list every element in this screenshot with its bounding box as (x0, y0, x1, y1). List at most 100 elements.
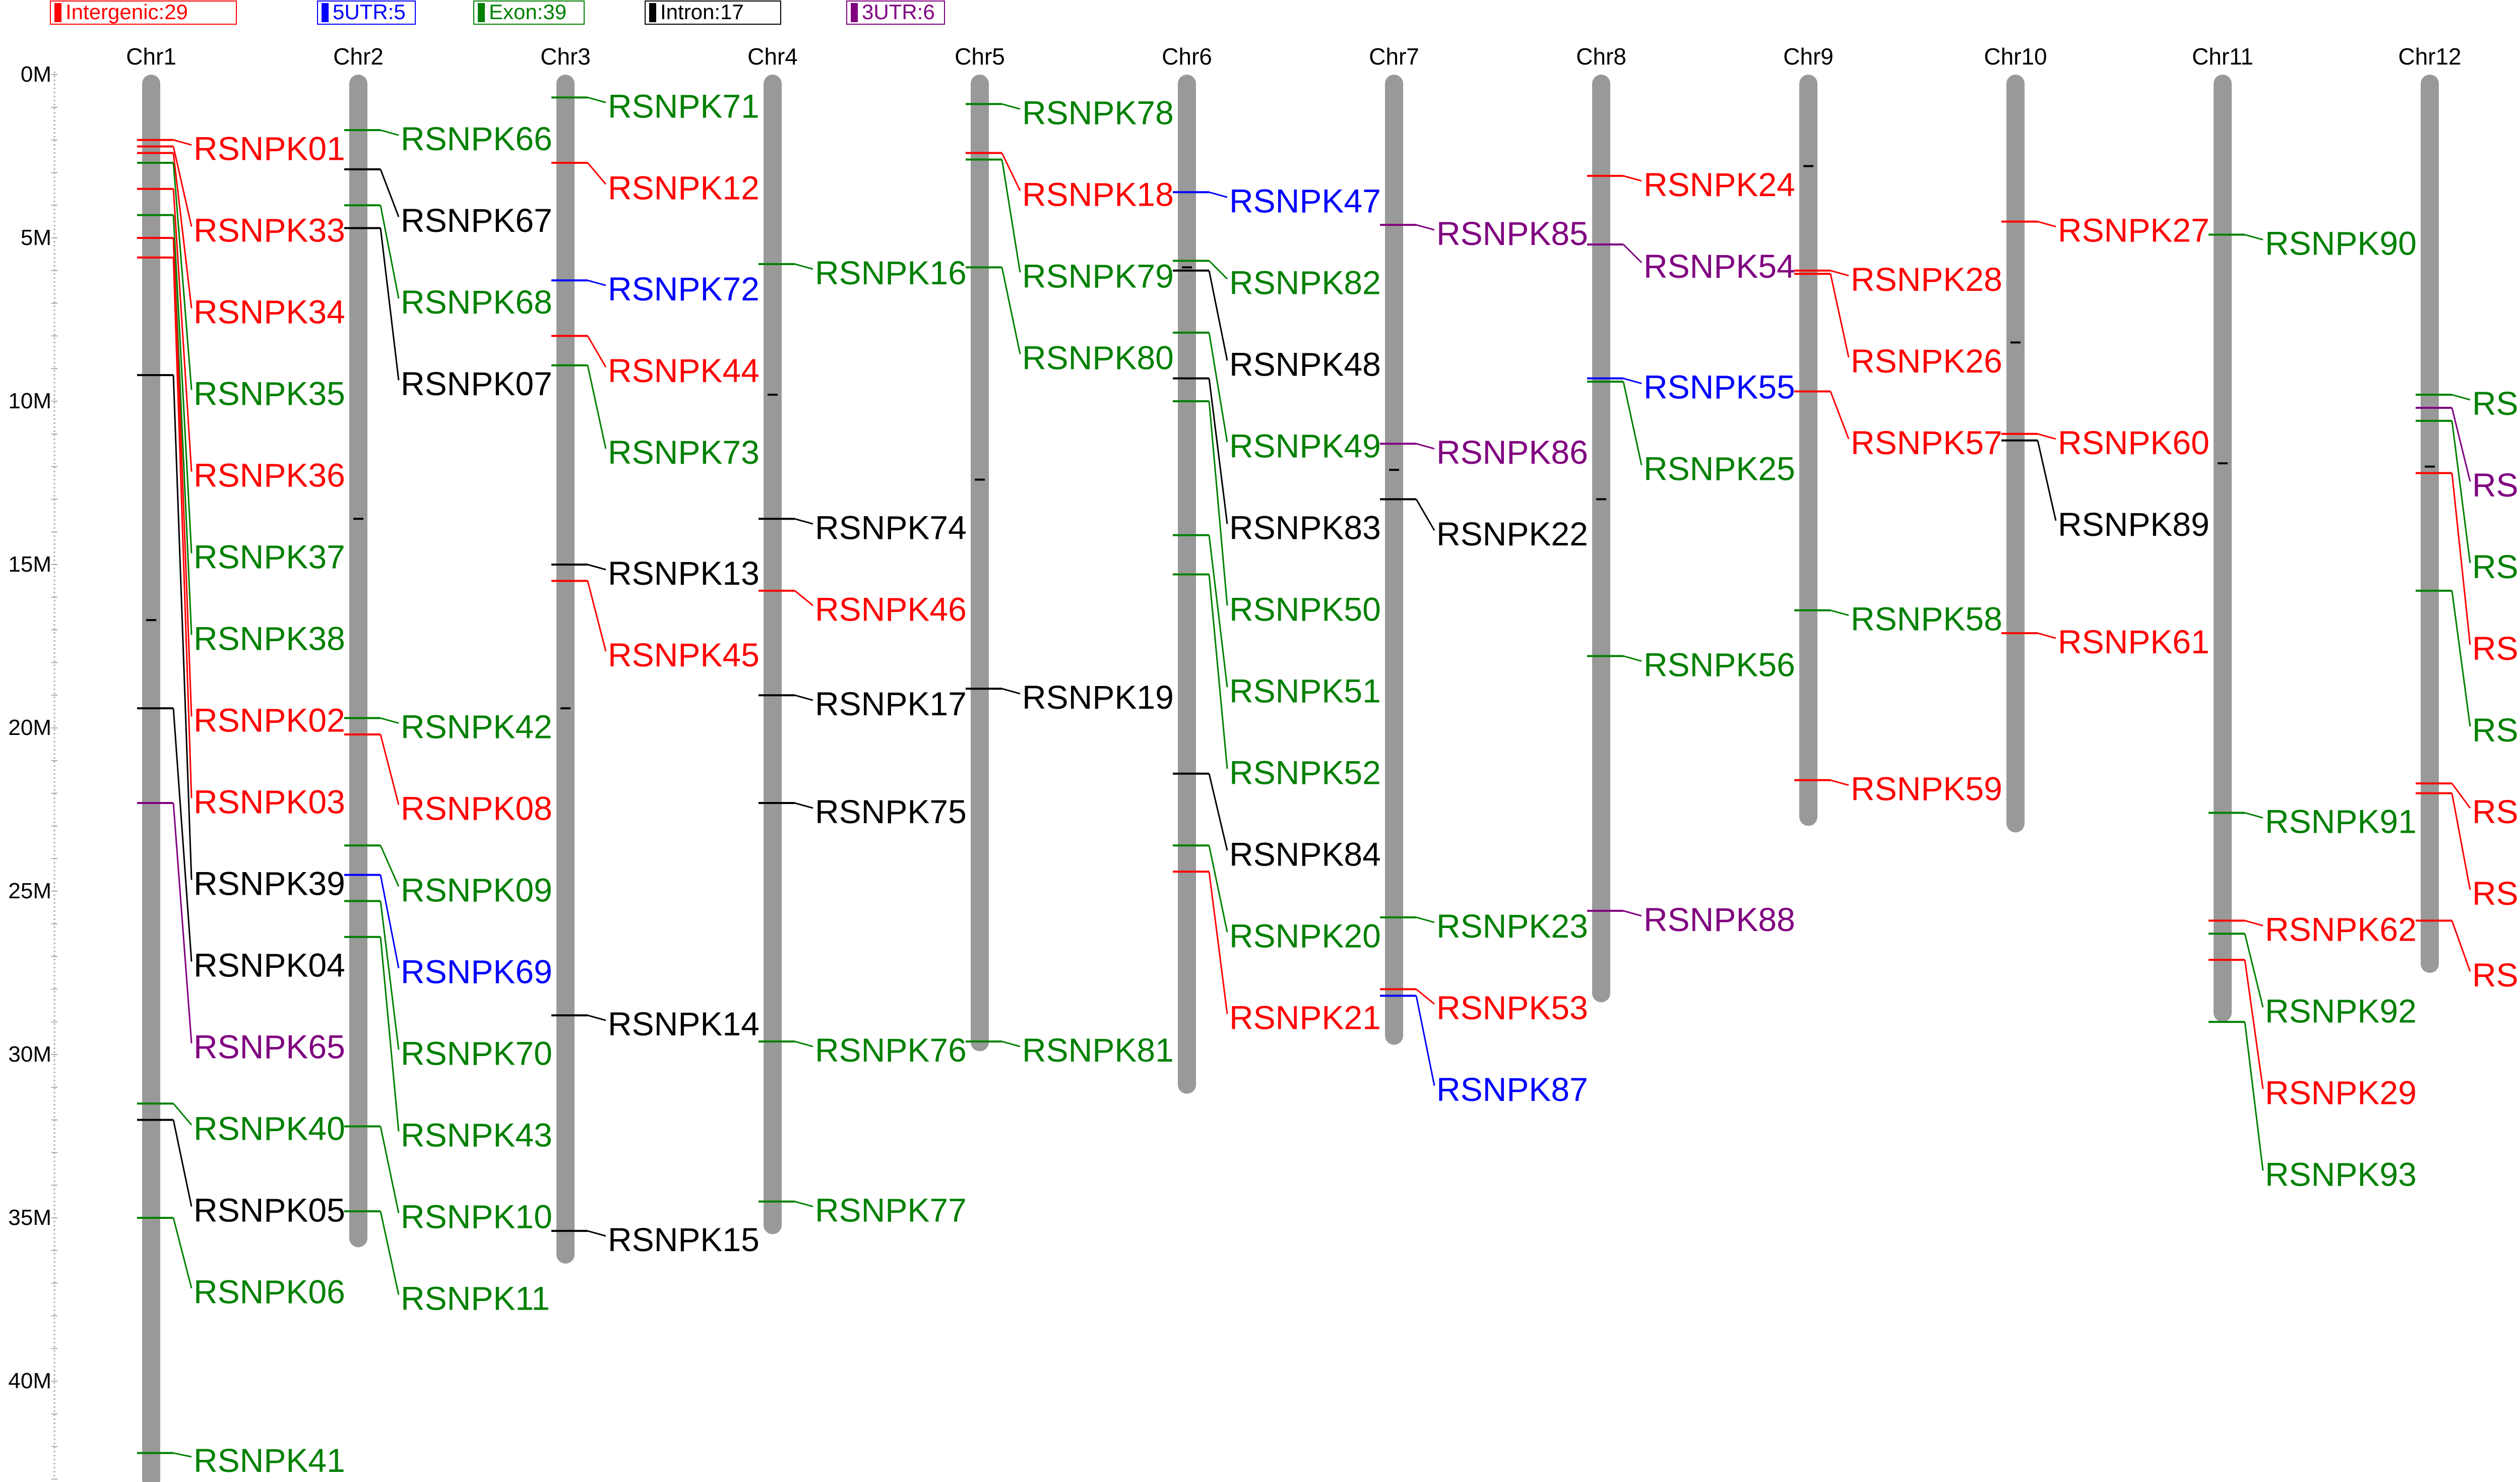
marker-connector (380, 901, 400, 1050)
marker-label: RSNPK11 (401, 1280, 550, 1317)
legend-swatch (649, 3, 656, 22)
marker-label: RSNPK48 (1229, 345, 1381, 383)
marker-label: RSNPK75 (815, 793, 967, 830)
marker-label: RSNPK47 (1229, 182, 1381, 219)
marker-connector (2451, 420, 2471, 564)
marker-rsnpk50: RSNPK50 (1173, 400, 1381, 628)
marker-label: RSNPK72 (608, 270, 760, 307)
marker-rsnpk23: RSNPK23 (1380, 907, 1588, 945)
marker-connector (1209, 191, 1228, 198)
marker-label: RSNPK05 (194, 1192, 345, 1229)
marker-label: RSNPK74 (815, 509, 967, 546)
marker-connector (2244, 812, 2263, 819)
marker-label: RSNPK55 (1644, 368, 1795, 406)
marker-connector (1830, 609, 1849, 616)
marker-connector (2244, 919, 2263, 927)
marker-label: RSNPK59 (1851, 770, 2002, 808)
marker-connector (587, 96, 606, 103)
marker-connector (380, 1211, 400, 1295)
chromosome-label: Chr2 (333, 43, 384, 70)
marker-rsnpk09: RSNPK09 (344, 844, 552, 909)
marker-rsnpk26: RSNPK26 (1794, 273, 2002, 380)
marker-connector (1208, 845, 1228, 933)
marker-rsnpk76: RSNPK76 (759, 1031, 967, 1069)
marker-label: RSNPK16 (815, 254, 967, 291)
marker-rsnpk31: RSNPK31 (2416, 472, 2520, 667)
legend-swatch (322, 3, 329, 22)
chromosome-chr3: Chr3 RSNPK71 RSNPK12 RSNPK72 RSNPK44 RSNPK73 R… (540, 43, 760, 1264)
marker-label: RSNPK78 (1022, 94, 1174, 131)
marker-connector (587, 564, 606, 571)
marker-rsnpk45: RSNPK45 (551, 580, 760, 673)
marker-label: RSNPK68 (401, 283, 552, 321)
chromosome-label: Chr8 (1576, 43, 1626, 70)
marker-connector (1208, 574, 1228, 769)
marker-label: RSNPK86 (1436, 434, 1588, 471)
marker-rsnpk68: RSNPK68 (344, 204, 552, 321)
marker-rsnpk37: RSNPK37 (137, 214, 345, 576)
marker-rsnpk54: RSNPK54 (1587, 243, 1795, 285)
marker-label: RSNPK52 (1229, 754, 1381, 791)
marker-rsnpk61: RSNPK61 (2001, 623, 2210, 660)
marker-connector (2244, 1022, 2264, 1171)
chromosome-bar (764, 75, 782, 1234)
marker-connector (1622, 381, 1643, 465)
marker-label: RSNPK53 (1436, 989, 1588, 1026)
marker-label: RSNPK34 (194, 293, 345, 331)
marker-label: RSNPK69 (401, 953, 552, 991)
marker-connector (2037, 440, 2057, 521)
marker-rsnpk92: RSNPK92 (2209, 933, 2417, 1029)
marker-connector (2451, 394, 2471, 401)
chromosome-chr10: Chr10 RSNPK27 RSNPK60 RSNPK89 RSNPK61 (1984, 43, 2210, 833)
marker-rsnpk48: RSNPK48 (1173, 269, 1381, 383)
marker-rsnpk15: RSNPK15 (551, 1221, 760, 1258)
marker-rsnpk47: RSNPK47 (1173, 182, 1381, 219)
marker-connector (2451, 793, 2471, 890)
chromosome-label: Chr12 (2398, 43, 2461, 70)
marker-label: RSNPK12 (608, 169, 760, 206)
marker-rsnpk88: RSNPK88 (1587, 901, 1795, 938)
marker-label: RSNPK25 (1644, 450, 1795, 487)
marker-label: RSNPK31 (2472, 630, 2520, 667)
marker-rsnpk60: RSNPK60 (2001, 424, 2210, 461)
marker-label: RSNPK71 (608, 87, 760, 125)
marker-connector (1001, 159, 1021, 273)
marker-rsnpk81: RSNPK81 (966, 1031, 1174, 1069)
marker-connector (172, 1120, 193, 1207)
marker-rsnpk57: RSNPK57 (1794, 390, 2002, 461)
marker-rsnpk29: RSNPK29 (2209, 959, 2417, 1111)
marker-connector (1415, 996, 1435, 1086)
marker-rsnpk18: RSNPK18 (966, 152, 1174, 213)
marker-connector (172, 237, 193, 717)
marker-connector (587, 581, 607, 652)
marker-rsnpk05: RSNPK05 (137, 1119, 345, 1229)
marker-rsnpk42: RSNPK42 (344, 708, 552, 746)
marker-rsnpk06: RSNPK06 (137, 1217, 345, 1311)
marker-rsnpk79: RSNPK79 (966, 158, 1174, 294)
marker-rsnpk89: RSNPK89 (2001, 439, 2210, 543)
marker-connector (2037, 433, 2056, 440)
marker-rsnpk65: RSNPK65 (137, 802, 345, 1066)
marker-rsnpk43: RSNPK43 (344, 936, 552, 1154)
marker-connector (380, 734, 400, 805)
marker-connector (172, 375, 193, 880)
chromosome-label: Chr11 (2192, 43, 2253, 70)
marker-connector (2451, 473, 2471, 645)
marker-rsnpk17: RSNPK17 (759, 685, 967, 722)
marker-connector (794, 518, 813, 525)
marker-rsnpk62: RSNPK62 (2209, 910, 2417, 948)
chromosome-chr5: Chr5 RSNPK78 RSNPK18 RSNPK79 RSNPK80 RSNPK19 R… (955, 43, 1174, 1069)
marker-rsnpk32: RSNPK32 (2416, 782, 2520, 830)
legend-swatch (478, 3, 485, 22)
marker-label: RSNPK03 (194, 783, 345, 821)
marker-label: RSNPK50 (1229, 590, 1381, 628)
marker-connector (1623, 910, 1642, 917)
scale-label: 20M (8, 715, 51, 740)
marker-connector (1001, 267, 1021, 354)
marker-label: RSNPK91 (2265, 802, 2417, 840)
legend-box (317, 1, 416, 25)
marker-connector (1623, 655, 1642, 662)
marker-label: RSNPK67 (401, 202, 552, 239)
marker-rsnpk94: RSNPK94 (2416, 385, 2520, 422)
